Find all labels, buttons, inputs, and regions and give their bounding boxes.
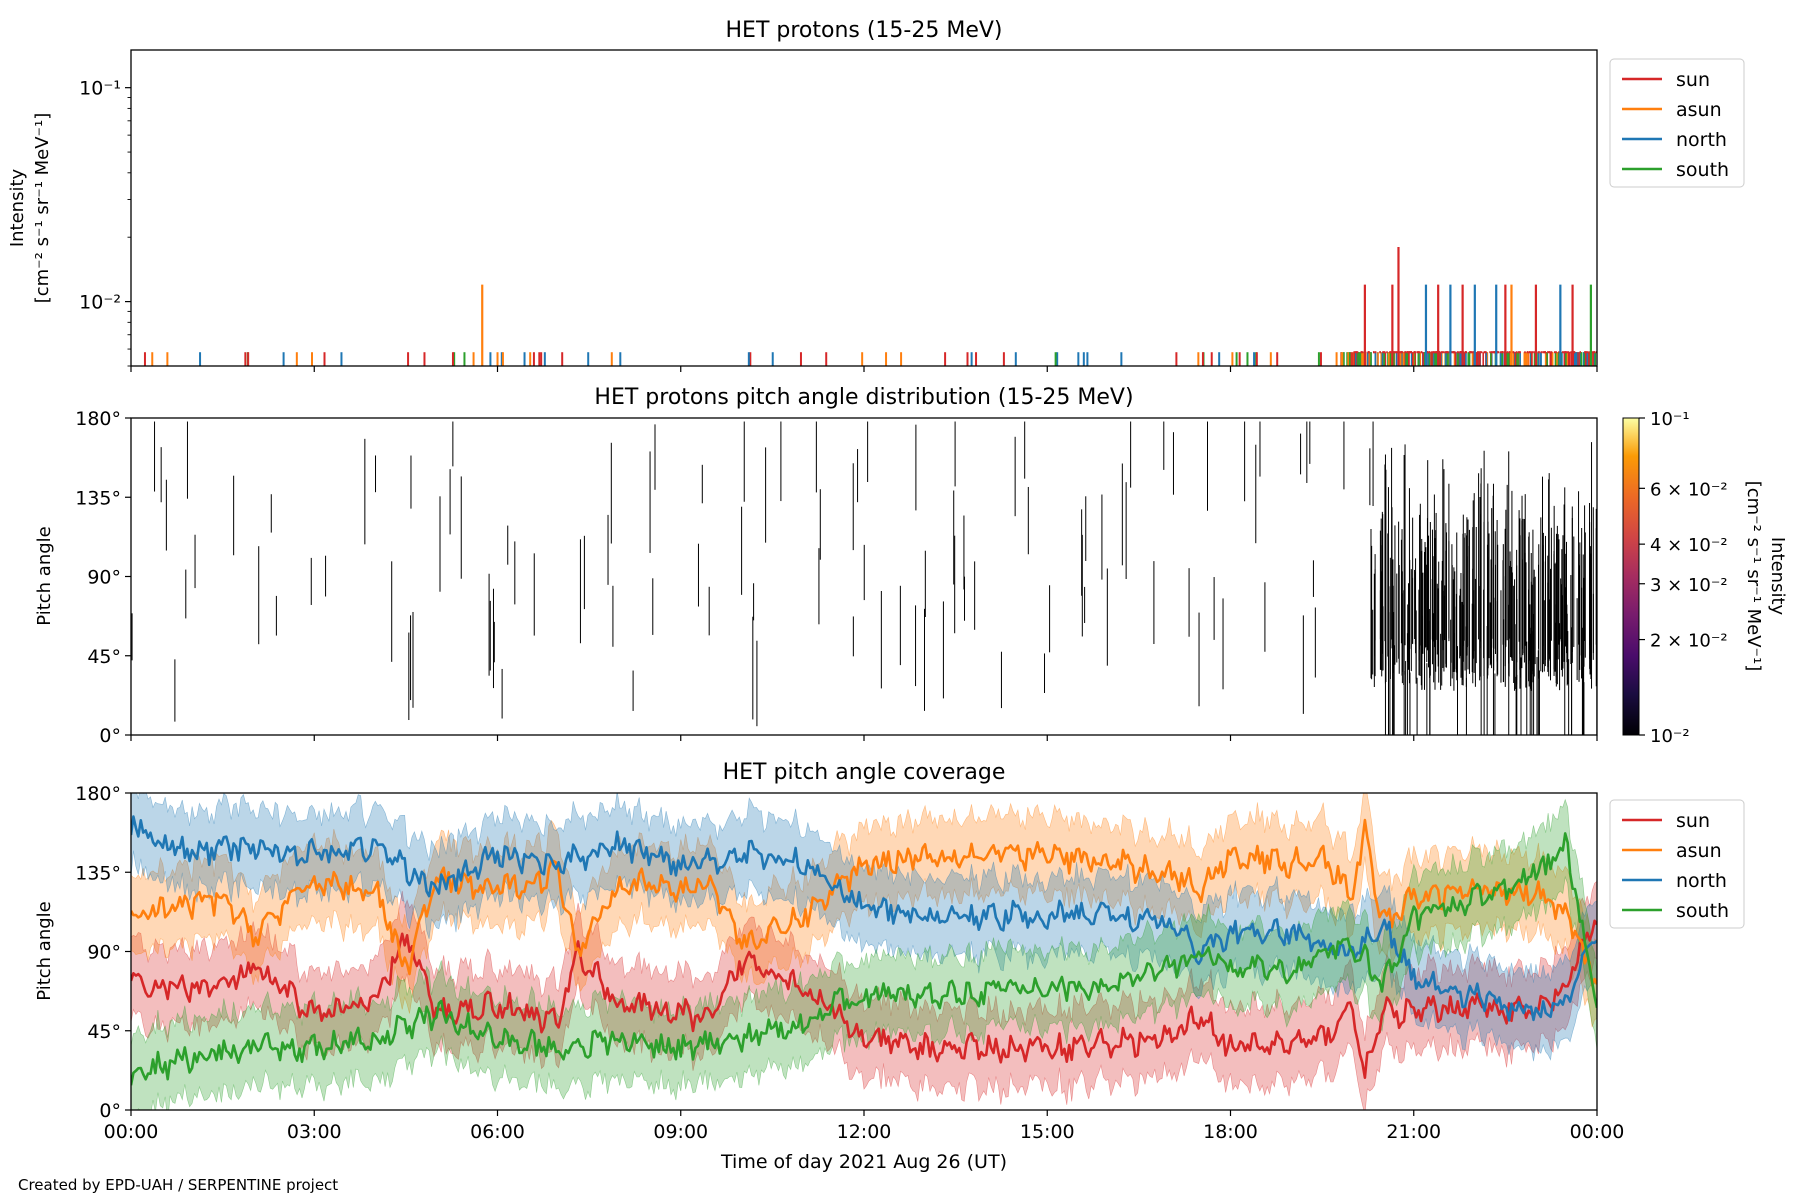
panel1-ylabel-line2: [cm⁻² s⁻¹ sr⁻¹ MeV⁻¹]	[32, 113, 53, 304]
distribution-plot-area	[131, 421, 1597, 735]
x-tick-label: 15:00	[1020, 1121, 1075, 1143]
panel1-frame	[130, 49, 1598, 367]
coverage-line-north	[131, 815, 1597, 1022]
credit-footer: Created by EPD-UAH / SERPENTINE project	[18, 1176, 339, 1194]
legend-label-asun: asun	[1676, 99, 1722, 121]
panel1-ylabel-line1: Intensity	[7, 168, 28, 247]
panel1-legend: sun asun north south	[1609, 58, 1745, 188]
y-tick-label: 90°	[87, 567, 121, 589]
panel3-y-axis: 0° 45° 90° 135° 180°	[75, 783, 131, 1122]
x-tick-label: 06:00	[470, 1121, 525, 1143]
intensity-panel: HET protons (15-25 MeV) 10⁻¹ 10⁻² Intensi…	[7, 18, 1745, 372]
panel3-x-axis: 00:00 03:00 06:00 09:00 12:00 15:00 18:00 21:00…	[104, 1110, 1625, 1143]
colorbar-tick-label: 2 × 10⁻²	[1650, 631, 1728, 652]
legend-box	[1609, 799, 1745, 929]
panel2-y-axis: 0° 45° 90° 135° 180°	[75, 408, 131, 747]
x-tick-label: 03:00	[287, 1121, 342, 1143]
y-tick-label: 45°	[87, 646, 121, 668]
coverage-line-sun	[131, 919, 1597, 1079]
panel2-title: HET protons pitch angle distribution (15…	[594, 385, 1133, 410]
panel1-y-axis: 10⁻¹ 10⁻²	[79, 78, 131, 367]
coverage-band-north	[131, 793, 1597, 1062]
legend-label-asun: asun	[1676, 840, 1722, 862]
panel3-ylabel: Pitch angle	[34, 901, 55, 1000]
legend-box	[1609, 58, 1745, 188]
y-tick-label: 0°	[99, 725, 121, 747]
panel2-ylabel: Pitch angle	[34, 526, 55, 625]
legend-label-sun: sun	[1676, 69, 1710, 91]
y-tick-label: 10⁻²	[79, 292, 121, 314]
colorbar-tick-label: 4 × 10⁻²	[1650, 535, 1728, 556]
panel3-title: HET pitch angle coverage	[723, 760, 1006, 785]
x-tick-label: 18:00	[1203, 1121, 1258, 1143]
x-tick-label: 09:00	[653, 1121, 708, 1143]
legend-label-sun: sun	[1676, 810, 1710, 832]
panel2-x-ticks	[130, 735, 1598, 741]
panel3-xlabel: Time of day 2021 Aug 26 (UT)	[720, 1151, 1007, 1173]
legend-label-north: north	[1676, 870, 1727, 892]
colorbar-ticks: 10⁻¹ 6 × 10⁻² 4 × 10⁻² 3 × 10⁻² 2 × 10⁻² 10⁻²	[1639, 409, 1728, 747]
x-tick-label: 21:00	[1386, 1121, 1441, 1143]
y-tick-label: 10⁻¹	[79, 78, 121, 100]
y-tick-label: 135°	[75, 487, 121, 509]
colorbar-label-line2: [cm⁻² s⁻¹ sr⁻¹ MeV⁻¹]	[1743, 481, 1764, 672]
coverage-band-sun	[131, 880, 1597, 1110]
x-tick-label: 12:00	[837, 1121, 892, 1143]
legend-label-south: south	[1676, 159, 1729, 181]
pitch-angle-coverage-panel: HET pitch angle coverage 0° 45° 90° 135° 180…	[34, 760, 1745, 1173]
y-tick-label: 180°	[75, 783, 121, 805]
panel3-legend: sun asun north south	[1609, 799, 1745, 929]
colorbar-label-line1: Intensity	[1767, 537, 1788, 616]
panel1-x-ticks	[130, 366, 1598, 372]
legend-label-north: north	[1676, 129, 1727, 151]
intensity-plot-area	[143, 246, 1597, 366]
colorbar-tick-label: 10⁻¹	[1650, 409, 1690, 430]
coverage-line-south	[131, 832, 1597, 1086]
coverage-band-south	[131, 798, 1597, 1110]
y-tick-label: 180°	[75, 408, 121, 430]
y-tick-label: 135°	[75, 862, 121, 884]
y-tick-label: 0°	[99, 1100, 121, 1122]
panel1-title: HET protons (15-25 MeV)	[726, 18, 1003, 43]
coverage-line-asun	[131, 818, 1597, 987]
y-tick-label: 90°	[87, 942, 121, 964]
colorbar-tick-label: 3 × 10⁻²	[1650, 575, 1728, 596]
x-tick-label: 00:00	[1570, 1121, 1625, 1143]
colorbar-tick-label: 6 × 10⁻²	[1650, 479, 1728, 500]
colorbar	[1622, 417, 1640, 736]
coverage-plot-area	[131, 793, 1597, 1110]
x-tick-label: 00:00	[104, 1121, 159, 1143]
pitch-angle-distribution-panel: HET protons pitch angle distribution (15…	[34, 385, 1788, 747]
y-tick-label: 45°	[87, 1021, 121, 1043]
legend-label-south: south	[1676, 900, 1729, 922]
colorbar-tick-label: 10⁻²	[1650, 726, 1690, 747]
